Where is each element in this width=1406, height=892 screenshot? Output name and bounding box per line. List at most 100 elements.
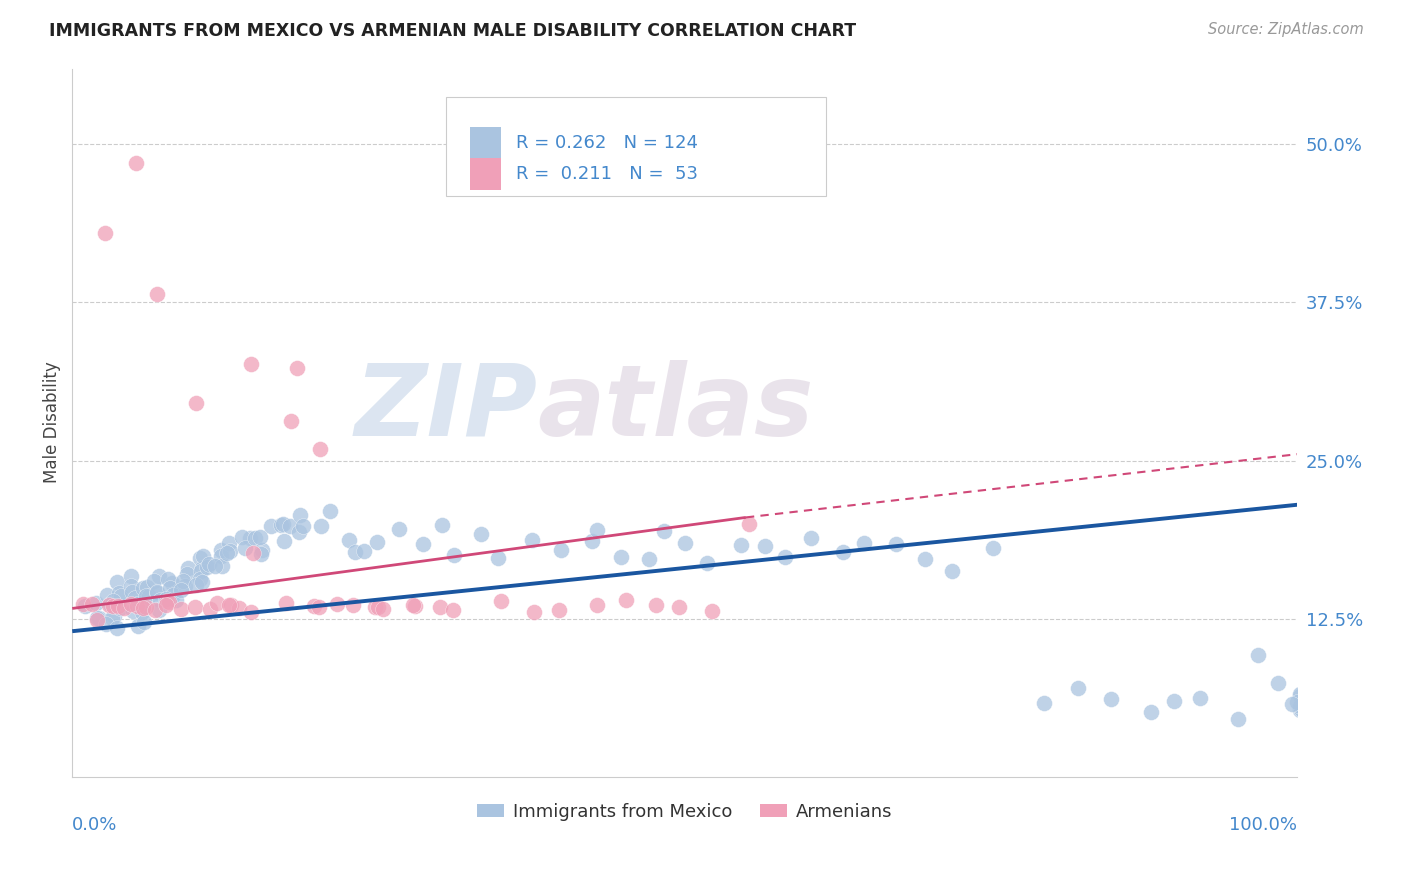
Point <box>209 549 232 563</box>
Point <box>156 572 179 586</box>
Point <box>155 592 177 607</box>
Text: atlas: atlas <box>537 359 814 457</box>
Point <box>318 504 340 518</box>
Point <box>1163 694 1185 708</box>
Point <box>412 537 434 551</box>
Point <box>243 531 266 545</box>
Text: R = 0.262   N = 124: R = 0.262 N = 124 <box>516 134 697 152</box>
Point <box>441 603 464 617</box>
Point <box>1139 705 1161 719</box>
Point <box>172 574 194 588</box>
Point <box>73 599 96 614</box>
Point <box>198 602 221 616</box>
Point <box>124 591 146 606</box>
Point <box>176 566 198 581</box>
Point <box>242 546 264 560</box>
Point <box>645 598 668 612</box>
Point <box>914 552 936 566</box>
Point <box>981 541 1004 556</box>
Point <box>110 589 132 603</box>
Point <box>1267 676 1289 690</box>
Point <box>1227 712 1250 726</box>
Point <box>131 605 153 619</box>
Point <box>585 598 607 612</box>
Point <box>832 544 855 558</box>
Point <box>94 226 117 240</box>
Point <box>443 548 465 562</box>
Point <box>160 576 183 591</box>
Point <box>404 599 426 613</box>
Point <box>402 598 425 612</box>
Point <box>523 606 546 620</box>
Point <box>273 534 295 549</box>
Point <box>143 574 166 588</box>
Point <box>581 533 603 548</box>
Point <box>191 549 214 563</box>
Point <box>101 593 124 607</box>
Point <box>136 580 159 594</box>
Point <box>941 564 963 578</box>
Point <box>550 542 572 557</box>
Point <box>105 574 128 589</box>
Point <box>884 537 907 551</box>
Point <box>274 597 297 611</box>
Point <box>124 156 146 170</box>
Point <box>668 599 690 614</box>
Point <box>120 598 142 612</box>
Point <box>366 535 388 549</box>
Point <box>470 527 492 541</box>
Point <box>110 600 132 615</box>
Point <box>738 517 761 532</box>
Point <box>240 357 263 371</box>
Point <box>127 598 149 612</box>
Point <box>388 522 411 536</box>
Point <box>155 599 177 613</box>
Point <box>149 593 172 607</box>
Point <box>1289 687 1312 701</box>
Point <box>146 585 169 599</box>
Point <box>673 536 696 550</box>
Point <box>184 396 207 410</box>
Point <box>486 551 509 566</box>
Point <box>170 602 193 616</box>
Point <box>211 558 233 573</box>
Point <box>343 545 366 559</box>
Point <box>135 589 157 603</box>
Point <box>218 543 240 558</box>
Point <box>145 603 167 617</box>
FancyBboxPatch shape <box>471 158 501 190</box>
Point <box>107 599 129 614</box>
Point <box>218 536 240 550</box>
Point <box>231 530 253 544</box>
Text: Source: ZipAtlas.com: Source: ZipAtlas.com <box>1208 22 1364 37</box>
Point <box>326 598 349 612</box>
Point <box>131 600 153 615</box>
Point <box>198 557 221 571</box>
Point <box>309 442 332 457</box>
Point <box>280 519 302 533</box>
Point <box>280 414 302 428</box>
Point <box>191 561 214 575</box>
Point <box>97 598 120 612</box>
Point <box>122 604 145 618</box>
Point <box>170 582 193 597</box>
FancyBboxPatch shape <box>446 97 825 196</box>
Point <box>148 603 170 617</box>
Point <box>586 523 609 537</box>
Point <box>120 569 142 583</box>
Point <box>132 600 155 615</box>
Point <box>1188 691 1211 706</box>
Point <box>108 586 131 600</box>
Point <box>520 533 543 548</box>
Point <box>285 361 308 376</box>
Point <box>367 600 389 615</box>
Text: 0.0%: 0.0% <box>72 815 118 833</box>
Point <box>121 584 143 599</box>
Point <box>188 572 211 586</box>
Point <box>1289 699 1312 714</box>
Point <box>205 596 228 610</box>
Point <box>259 519 281 533</box>
Point <box>96 616 118 631</box>
Point <box>146 585 169 599</box>
Text: IMMIGRANTS FROM MEXICO VS ARMENIAN MALE DISABILITY CORRELATION CHART: IMMIGRANTS FROM MEXICO VS ARMENIAN MALE … <box>49 22 856 40</box>
